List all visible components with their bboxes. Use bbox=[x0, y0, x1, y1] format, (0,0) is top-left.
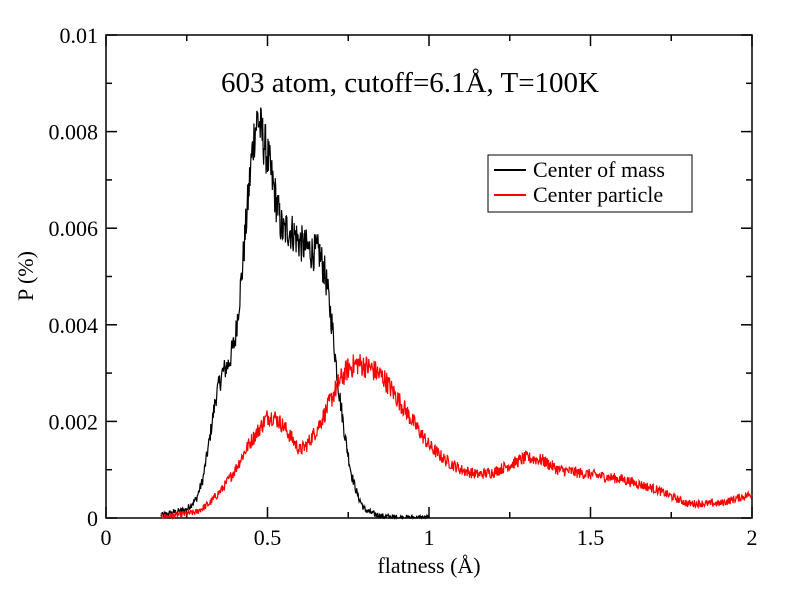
y-tick-label: 0.004 bbox=[49, 313, 99, 338]
chart-title: 603 atom, cutoff=6.1Å, T=100K bbox=[221, 67, 599, 99]
legend-label-center-of-mass: Center of mass bbox=[533, 157, 665, 182]
y-tick-label: 0 bbox=[87, 506, 98, 531]
x-tick-label: 0.5 bbox=[254, 525, 282, 550]
x-axis-title: flatness (Å) bbox=[377, 553, 480, 578]
y-tick-label: 0.002 bbox=[49, 409, 99, 434]
x-tick-label: 2 bbox=[747, 525, 758, 550]
series-line-center-particle bbox=[160, 354, 753, 521]
legend: Center of mass Center particle bbox=[487, 154, 693, 213]
y-tick-label: 0.008 bbox=[49, 120, 99, 145]
y-axis-title: P (%) bbox=[13, 251, 38, 301]
legend-box bbox=[487, 154, 693, 213]
x-tick-label: 0 bbox=[101, 525, 112, 550]
series-lines bbox=[160, 107, 753, 521]
y-tick-labels: 0 0.002 0.004 0.006 0.008 0.01 bbox=[49, 23, 99, 531]
axis-ticks bbox=[105, 34, 753, 519]
x-tick-labels: 0 0.5 1 1.5 2 bbox=[101, 525, 758, 550]
x-tick-label: 1 bbox=[424, 525, 435, 550]
x-tick-label: 1.5 bbox=[577, 525, 605, 550]
legend-label-center-particle: Center particle bbox=[533, 182, 663, 207]
y-tick-label: 0.006 bbox=[49, 216, 99, 241]
y-tick-label: 0.01 bbox=[60, 23, 99, 48]
series-line-center-of-mass bbox=[160, 107, 430, 521]
